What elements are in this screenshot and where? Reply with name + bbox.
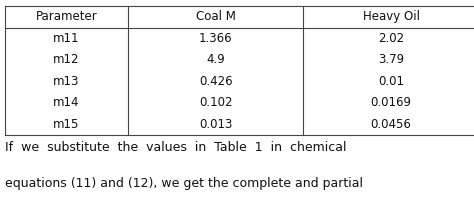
Bar	[303, 27, 474, 49]
Bar	[5, 114, 128, 135]
Text: 3.79: 3.79	[378, 53, 404, 66]
Bar	[128, 6, 303, 27]
Bar	[5, 49, 128, 71]
Text: m11: m11	[53, 32, 80, 45]
Text: m14: m14	[53, 97, 80, 109]
Text: 0.426: 0.426	[199, 75, 232, 88]
Bar	[128, 92, 303, 114]
Text: equations (11) and (12), we get the complete and partial: equations (11) and (12), we get the comp…	[5, 177, 363, 190]
Bar	[303, 71, 474, 92]
Text: 1.366: 1.366	[199, 32, 232, 45]
Bar	[5, 92, 128, 114]
Text: 2.02: 2.02	[378, 32, 404, 45]
Text: m13: m13	[53, 75, 80, 88]
Bar	[303, 49, 474, 71]
Text: m12: m12	[53, 53, 80, 66]
Text: Parameter: Parameter	[36, 10, 97, 23]
Bar	[5, 27, 128, 49]
Bar	[128, 71, 303, 92]
Bar	[128, 114, 303, 135]
Text: m15: m15	[53, 118, 80, 131]
Bar	[303, 6, 474, 27]
Bar	[128, 27, 303, 49]
Text: 0.102: 0.102	[199, 97, 232, 109]
Text: Heavy Oil: Heavy Oil	[363, 10, 419, 23]
Bar	[128, 49, 303, 71]
Text: 0.013: 0.013	[199, 118, 232, 131]
Text: Coal M: Coal M	[196, 10, 236, 23]
Text: If  we  substitute  the  values  in  Table  1  in  chemical: If we substitute the values in Table 1 i…	[5, 141, 346, 154]
Bar	[303, 92, 474, 114]
Text: 0.01: 0.01	[378, 75, 404, 88]
Text: 0.0456: 0.0456	[371, 118, 411, 131]
Text: 0.0169: 0.0169	[371, 97, 411, 109]
Bar	[303, 114, 474, 135]
Bar	[5, 71, 128, 92]
Bar	[5, 6, 128, 27]
Text: 4.9: 4.9	[206, 53, 225, 66]
